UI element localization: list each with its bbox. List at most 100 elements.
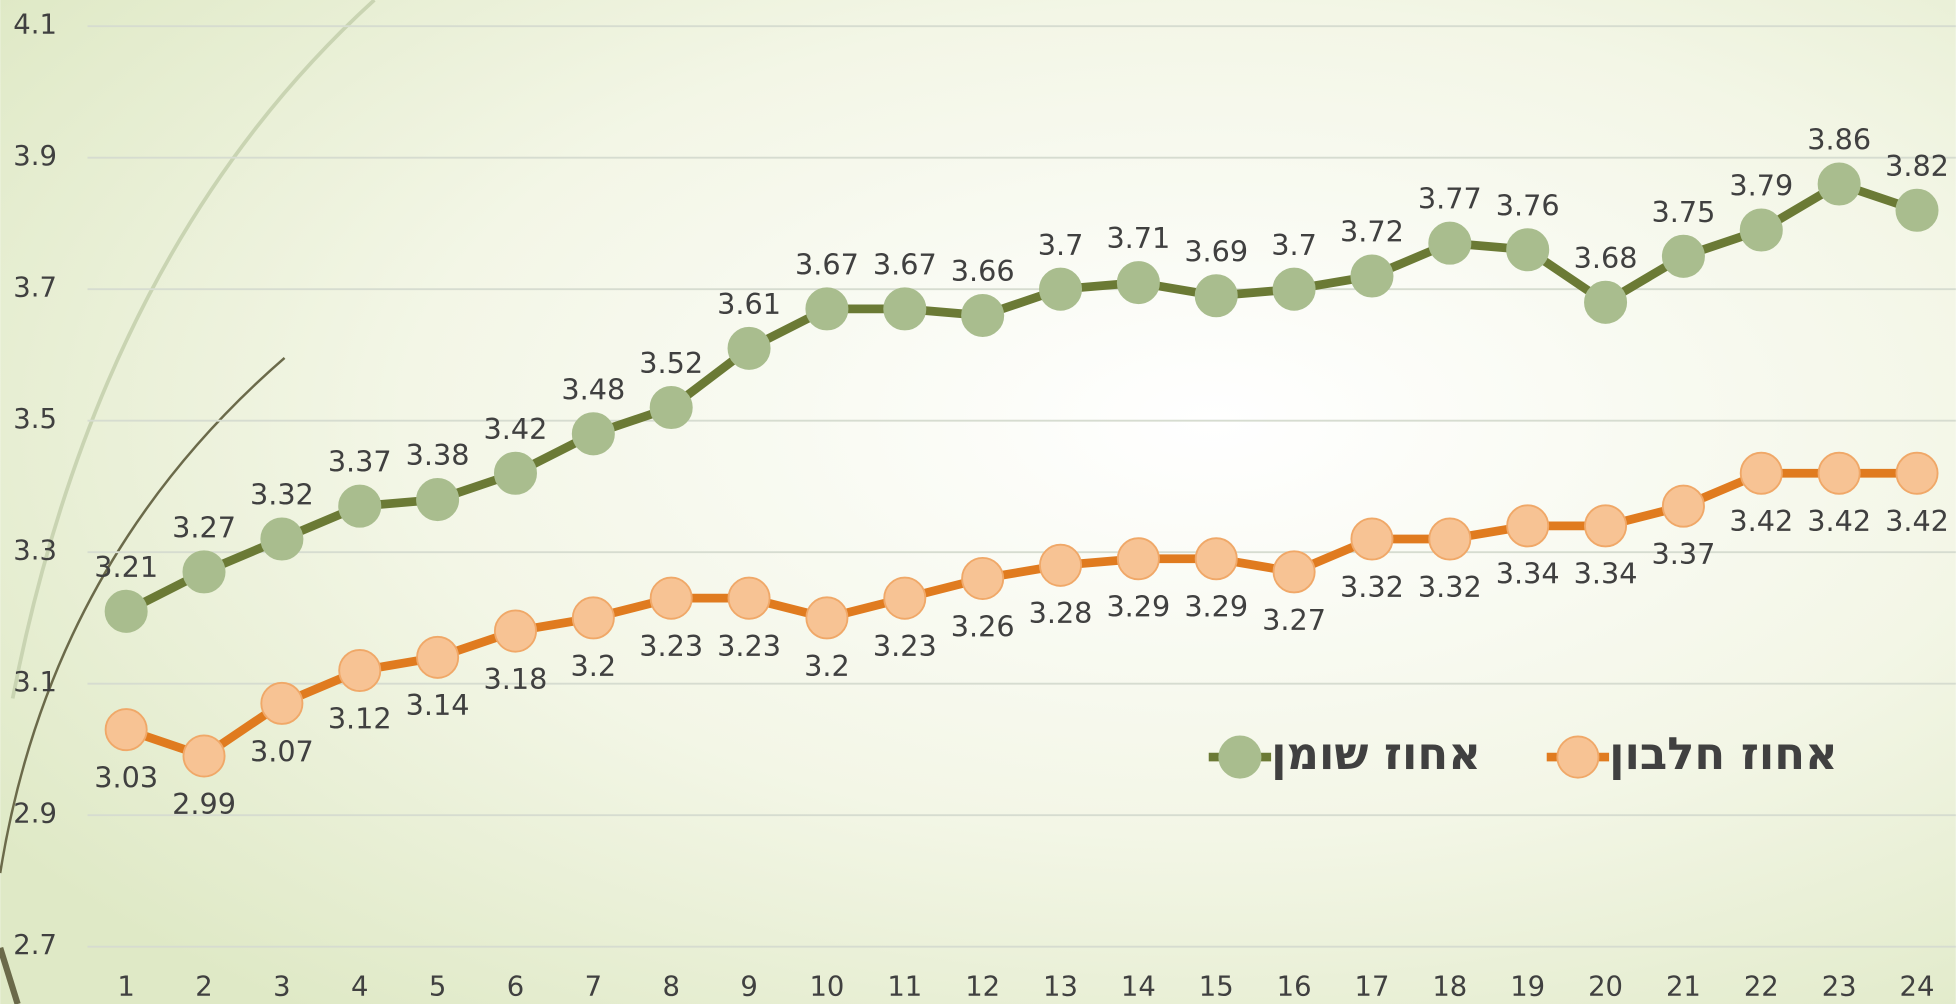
marker bbox=[1506, 228, 1550, 272]
marker bbox=[1895, 188, 1939, 232]
legend-label: אחוז שומן bbox=[1271, 727, 1481, 780]
data-label: 2.99 bbox=[172, 787, 236, 821]
data-label: 3.23 bbox=[873, 629, 937, 663]
decor-arc bbox=[0, 946, 21, 1004]
marker bbox=[338, 648, 382, 693]
x-tick-label: 22 bbox=[1744, 971, 1779, 1002]
data-label: 3.42 bbox=[1885, 504, 1949, 538]
data-label: 3.14 bbox=[406, 688, 470, 722]
x-tick-label: 10 bbox=[809, 971, 844, 1002]
data-label: 3.2 bbox=[571, 649, 617, 683]
data-label: 3.79 bbox=[1729, 169, 1793, 203]
marker bbox=[961, 293, 1005, 337]
data-label: 3.2 bbox=[804, 649, 850, 683]
legend-marker bbox=[1218, 735, 1262, 779]
x-tick-label: 9 bbox=[740, 971, 757, 1002]
y-tick-label: 3.9 bbox=[13, 141, 57, 172]
marker bbox=[1272, 550, 1316, 594]
x-tick-label: 1 bbox=[117, 971, 134, 1002]
data-label: 3.21 bbox=[94, 550, 158, 584]
marker bbox=[1506, 504, 1550, 548]
marker bbox=[883, 287, 927, 331]
data-label: 3.7 bbox=[1271, 228, 1317, 262]
x-tick-label: 7 bbox=[585, 971, 602, 1002]
data-label: 3.27 bbox=[172, 510, 236, 544]
marker bbox=[1272, 267, 1316, 311]
data-label: 3.12 bbox=[328, 701, 392, 735]
data-label: 3.75 bbox=[1651, 195, 1715, 229]
marker bbox=[571, 596, 615, 640]
marker bbox=[1116, 537, 1160, 581]
decor-arc bbox=[10, 0, 376, 699]
marker bbox=[961, 556, 1005, 600]
y-tick-label: 4.1 bbox=[13, 10, 57, 41]
marker bbox=[260, 517, 304, 561]
data-label: 3.48 bbox=[561, 372, 625, 406]
x-tick-label: 8 bbox=[662, 971, 679, 1002]
marker bbox=[182, 550, 226, 594]
y-tick-label: 2.9 bbox=[13, 799, 57, 830]
x-tick-label: 5 bbox=[429, 971, 446, 1002]
data-label: 3.68 bbox=[1574, 241, 1638, 275]
decor-arc bbox=[0, 357, 286, 874]
marker bbox=[1661, 484, 1705, 528]
marker bbox=[1428, 221, 1472, 265]
marker bbox=[493, 451, 537, 495]
data-label: 3.42 bbox=[484, 412, 548, 446]
data-label: 3.61 bbox=[717, 287, 781, 321]
data-label: 3.07 bbox=[250, 734, 314, 768]
x-tick-label: 24 bbox=[1900, 971, 1935, 1002]
marker bbox=[727, 326, 771, 370]
x-tick-label: 20 bbox=[1588, 971, 1623, 1002]
y-tick-label: 3.3 bbox=[13, 536, 57, 567]
marker bbox=[1350, 517, 1394, 561]
data-label: 3.37 bbox=[328, 445, 392, 479]
marker bbox=[1039, 543, 1083, 587]
marker bbox=[416, 478, 460, 522]
data-label: 3.77 bbox=[1418, 182, 1482, 216]
marker bbox=[104, 708, 148, 752]
marker bbox=[260, 681, 304, 725]
marker bbox=[1350, 254, 1394, 298]
data-label: 3.32 bbox=[250, 478, 314, 512]
x-tick-label: 23 bbox=[1822, 971, 1857, 1002]
data-label: 3.76 bbox=[1496, 188, 1560, 222]
x-tick-label: 12 bbox=[965, 971, 1000, 1002]
data-label: 3.27 bbox=[1262, 603, 1326, 637]
marker bbox=[1194, 537, 1238, 581]
marker bbox=[1817, 162, 1861, 206]
data-label: 3.71 bbox=[1106, 221, 1170, 255]
data-label: 3.86 bbox=[1807, 123, 1871, 157]
marker bbox=[883, 576, 927, 620]
data-label: 3.72 bbox=[1340, 215, 1404, 249]
marker bbox=[338, 484, 382, 528]
data-label: 3.67 bbox=[795, 247, 859, 281]
x-tick-label: 6 bbox=[507, 971, 524, 1002]
legend-label: אחוז חלבון bbox=[1609, 727, 1838, 780]
x-tick-label: 15 bbox=[1199, 971, 1234, 1002]
marker bbox=[182, 734, 226, 778]
x-tick-label: 4 bbox=[351, 971, 368, 1002]
marker bbox=[1584, 504, 1628, 548]
x-tick-label: 21 bbox=[1666, 971, 1701, 1002]
x-tick-label: 2 bbox=[195, 971, 212, 1002]
data-label: 3.82 bbox=[1885, 149, 1949, 183]
y-tick-label: 2.7 bbox=[13, 930, 57, 961]
marker bbox=[1817, 451, 1861, 495]
plot: 2.72.93.13.33.53.73.94.11 2 3 4 5 6 7 8 9 10 11 12 1… bbox=[13, 10, 1956, 1002]
marker bbox=[1739, 451, 1783, 495]
marker bbox=[805, 596, 849, 640]
marker bbox=[649, 576, 693, 620]
x-tick-label: 11 bbox=[887, 971, 922, 1002]
marker bbox=[1661, 234, 1705, 278]
data-label: 3.67 bbox=[873, 247, 937, 281]
x-tick-label: 14 bbox=[1121, 971, 1156, 1002]
data-label: 3.28 bbox=[1029, 596, 1093, 630]
marker bbox=[1428, 517, 1472, 561]
marker bbox=[1739, 208, 1783, 252]
x-tick-label: 17 bbox=[1355, 971, 1390, 1002]
data-label: 3.03 bbox=[94, 761, 158, 795]
x-tick-label: 16 bbox=[1277, 971, 1312, 1002]
marker bbox=[1039, 267, 1083, 311]
